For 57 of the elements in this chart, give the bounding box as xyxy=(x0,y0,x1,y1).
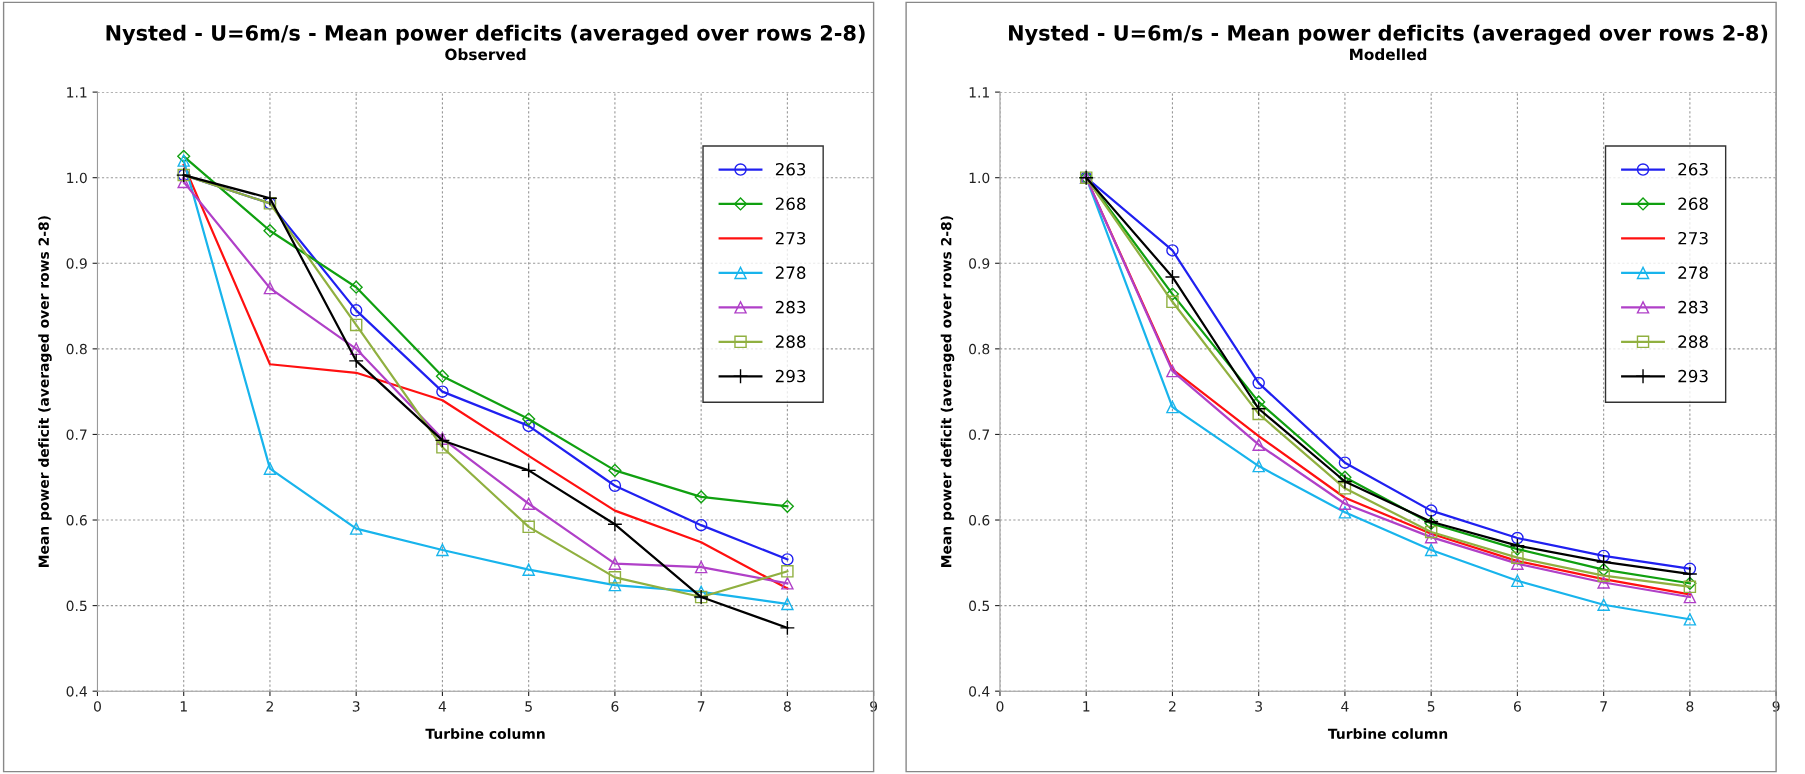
legend-label: 283 xyxy=(775,300,806,314)
x-tick-label: 4 xyxy=(1341,701,1349,712)
legend-label: 268 xyxy=(1678,197,1708,211)
x-tick-label: 6 xyxy=(1513,701,1521,712)
x-tick-label: 8 xyxy=(1686,701,1694,712)
y-tick-label: 0.9 xyxy=(969,258,990,269)
y-tick-label: 0.8 xyxy=(66,343,87,355)
y-axis-title: Mean power deficit (averaged over rows 2-8) xyxy=(38,216,52,568)
legend-label: 263 xyxy=(775,162,806,176)
chart-subtitle: Observed xyxy=(445,48,526,61)
y-tick-label: 0.7 xyxy=(969,429,990,440)
chart-title: Nysted - U=6m/s - Mean power deficits (averaged over rows 2-8) xyxy=(106,24,865,45)
legend-label: 263 xyxy=(1678,162,1708,176)
x-axis-title: Turbine column xyxy=(1327,728,1448,739)
legend-label: 288 xyxy=(1678,335,1708,348)
x-tick-label: 9 xyxy=(1772,701,1780,712)
y-tick-label: 0.6 xyxy=(66,514,87,526)
x-tick-label: 1 xyxy=(1083,701,1090,712)
x-tick-label: 4 xyxy=(438,701,447,712)
x-tick-label: 0 xyxy=(996,701,1004,712)
x-tick-label: 3 xyxy=(1255,701,1262,712)
x-tick-label: 8 xyxy=(783,701,791,712)
x-tick-label: 5 xyxy=(525,701,532,712)
y-tick-label: 0.7 xyxy=(66,429,87,440)
x-tick-label: 0 xyxy=(93,701,101,712)
y-tick-label: 0.5 xyxy=(969,600,990,612)
legend-label: 273 xyxy=(775,231,806,245)
y-tick-label: 0.8 xyxy=(969,343,990,355)
legend-label: 278 xyxy=(775,266,806,279)
legend-label: 273 xyxy=(1678,231,1708,245)
legend-label: 278 xyxy=(1678,266,1708,279)
legend-label: 283 xyxy=(1678,300,1708,314)
chart-subtitle: Modelled xyxy=(1350,48,1427,61)
chart-title: Nysted - U=6m/s - Mean power deficits (averaged over rows 2-8) xyxy=(1009,24,1768,45)
y-tick-label: 0.4 xyxy=(969,686,990,697)
x-tick-label: 5 xyxy=(1427,701,1435,712)
y-tick-label: 0.9 xyxy=(66,258,87,269)
legend-label: 293 xyxy=(775,369,806,383)
y-axis-title: Mean power deficit (averaged over rows 2-8) xyxy=(940,216,955,568)
legend-label: 288 xyxy=(775,335,806,348)
y-tick-label: 1.0 xyxy=(67,172,87,184)
legend-label: 293 xyxy=(1678,369,1708,383)
y-tick-label: 0.5 xyxy=(66,600,87,612)
y-tick-label: 0.6 xyxy=(969,514,990,526)
y-tick-label: 0.4 xyxy=(66,686,87,697)
x-tick-label: 3 xyxy=(352,701,360,712)
x-tick-label: 6 xyxy=(611,701,619,712)
y-tick-label: 1.0 xyxy=(969,172,990,184)
x-tick-label: 7 xyxy=(697,701,705,712)
y-tick-label: 1.1 xyxy=(67,87,87,98)
legend-label: 268 xyxy=(775,197,806,211)
x-tick-label: 2 xyxy=(266,701,273,712)
x-axis-title: Turbine column xyxy=(425,728,545,739)
x-tick-label: 7 xyxy=(1600,701,1607,712)
x-tick-label: 1 xyxy=(180,701,187,712)
y-tick-label: 1.1 xyxy=(969,87,989,98)
x-tick-label: 2 xyxy=(1169,701,1176,712)
